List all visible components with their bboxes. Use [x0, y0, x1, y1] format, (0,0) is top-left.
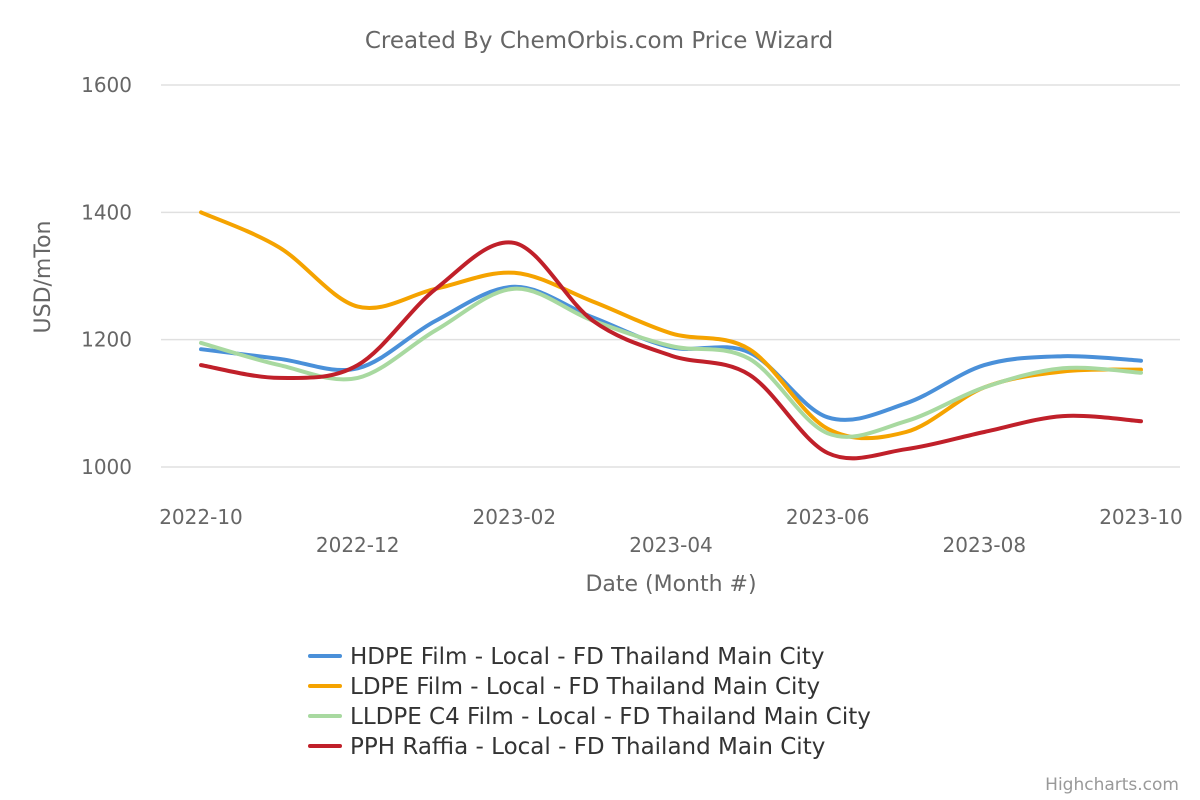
y-tick-label: 1400: [81, 200, 132, 224]
legend[interactable]: HDPE Film - Local - FD Thailand Main Cit…: [308, 644, 871, 760]
legend-item[interactable]: HDPE Film - Local - FD Thailand Main Cit…: [308, 644, 825, 670]
credits-link[interactable]: Highcharts.com: [1045, 775, 1179, 795]
legend-label: LDPE Film - Local - FD Thailand Main Cit…: [350, 674, 820, 700]
series-lines: [199, 210, 1143, 461]
grid-lines: [161, 84, 1180, 468]
y-tick-label: 1000: [81, 455, 132, 479]
legend-label: PPH Raffia - Local - FD Thailand Main Ci…: [350, 734, 825, 760]
x-tick-label: 2022-10: [159, 505, 243, 529]
x-axis-ticks: 2022-10 2022-12 2023-02 2023-04 2023-06 2023-…: [159, 505, 1183, 557]
y-axis-title: USD/mTon: [31, 221, 56, 334]
legend-item[interactable]: PPH Raffia - Local - FD Thailand Main Ci…: [308, 734, 825, 760]
x-tick-label: 2023-08: [943, 533, 1027, 557]
x-tick-label: 2023-06: [786, 505, 870, 529]
x-tick-label: 2023-10: [1099, 505, 1183, 529]
y-tick-label: 1600: [81, 73, 132, 97]
legend-item[interactable]: LDPE Film - Local - FD Thailand Main Cit…: [308, 674, 820, 700]
y-tick-label: 1200: [81, 328, 132, 352]
series-line: [199, 240, 1143, 461]
chart-title: Created By ChemOrbis.com Price Wizard: [365, 28, 833, 54]
x-tick-label: 2022-12: [316, 533, 400, 557]
x-tick-label: 2023-02: [473, 505, 557, 529]
legend-item[interactable]: LLDPE C4 Film - Local - FD Thailand Main…: [308, 704, 871, 730]
legend-label: HDPE Film - Local - FD Thailand Main Cit…: [350, 644, 825, 670]
x-axis-title: Date (Month #): [585, 572, 756, 597]
series-line: [199, 286, 1143, 439]
y-axis-ticks: 1000 1200 1400 1600: [81, 73, 132, 479]
legend-label: LLDPE C4 Film - Local - FD Thailand Main…: [350, 704, 871, 730]
series-line: [199, 210, 1143, 441]
series-line: [199, 284, 1143, 422]
x-tick-label: 2023-04: [629, 533, 713, 557]
